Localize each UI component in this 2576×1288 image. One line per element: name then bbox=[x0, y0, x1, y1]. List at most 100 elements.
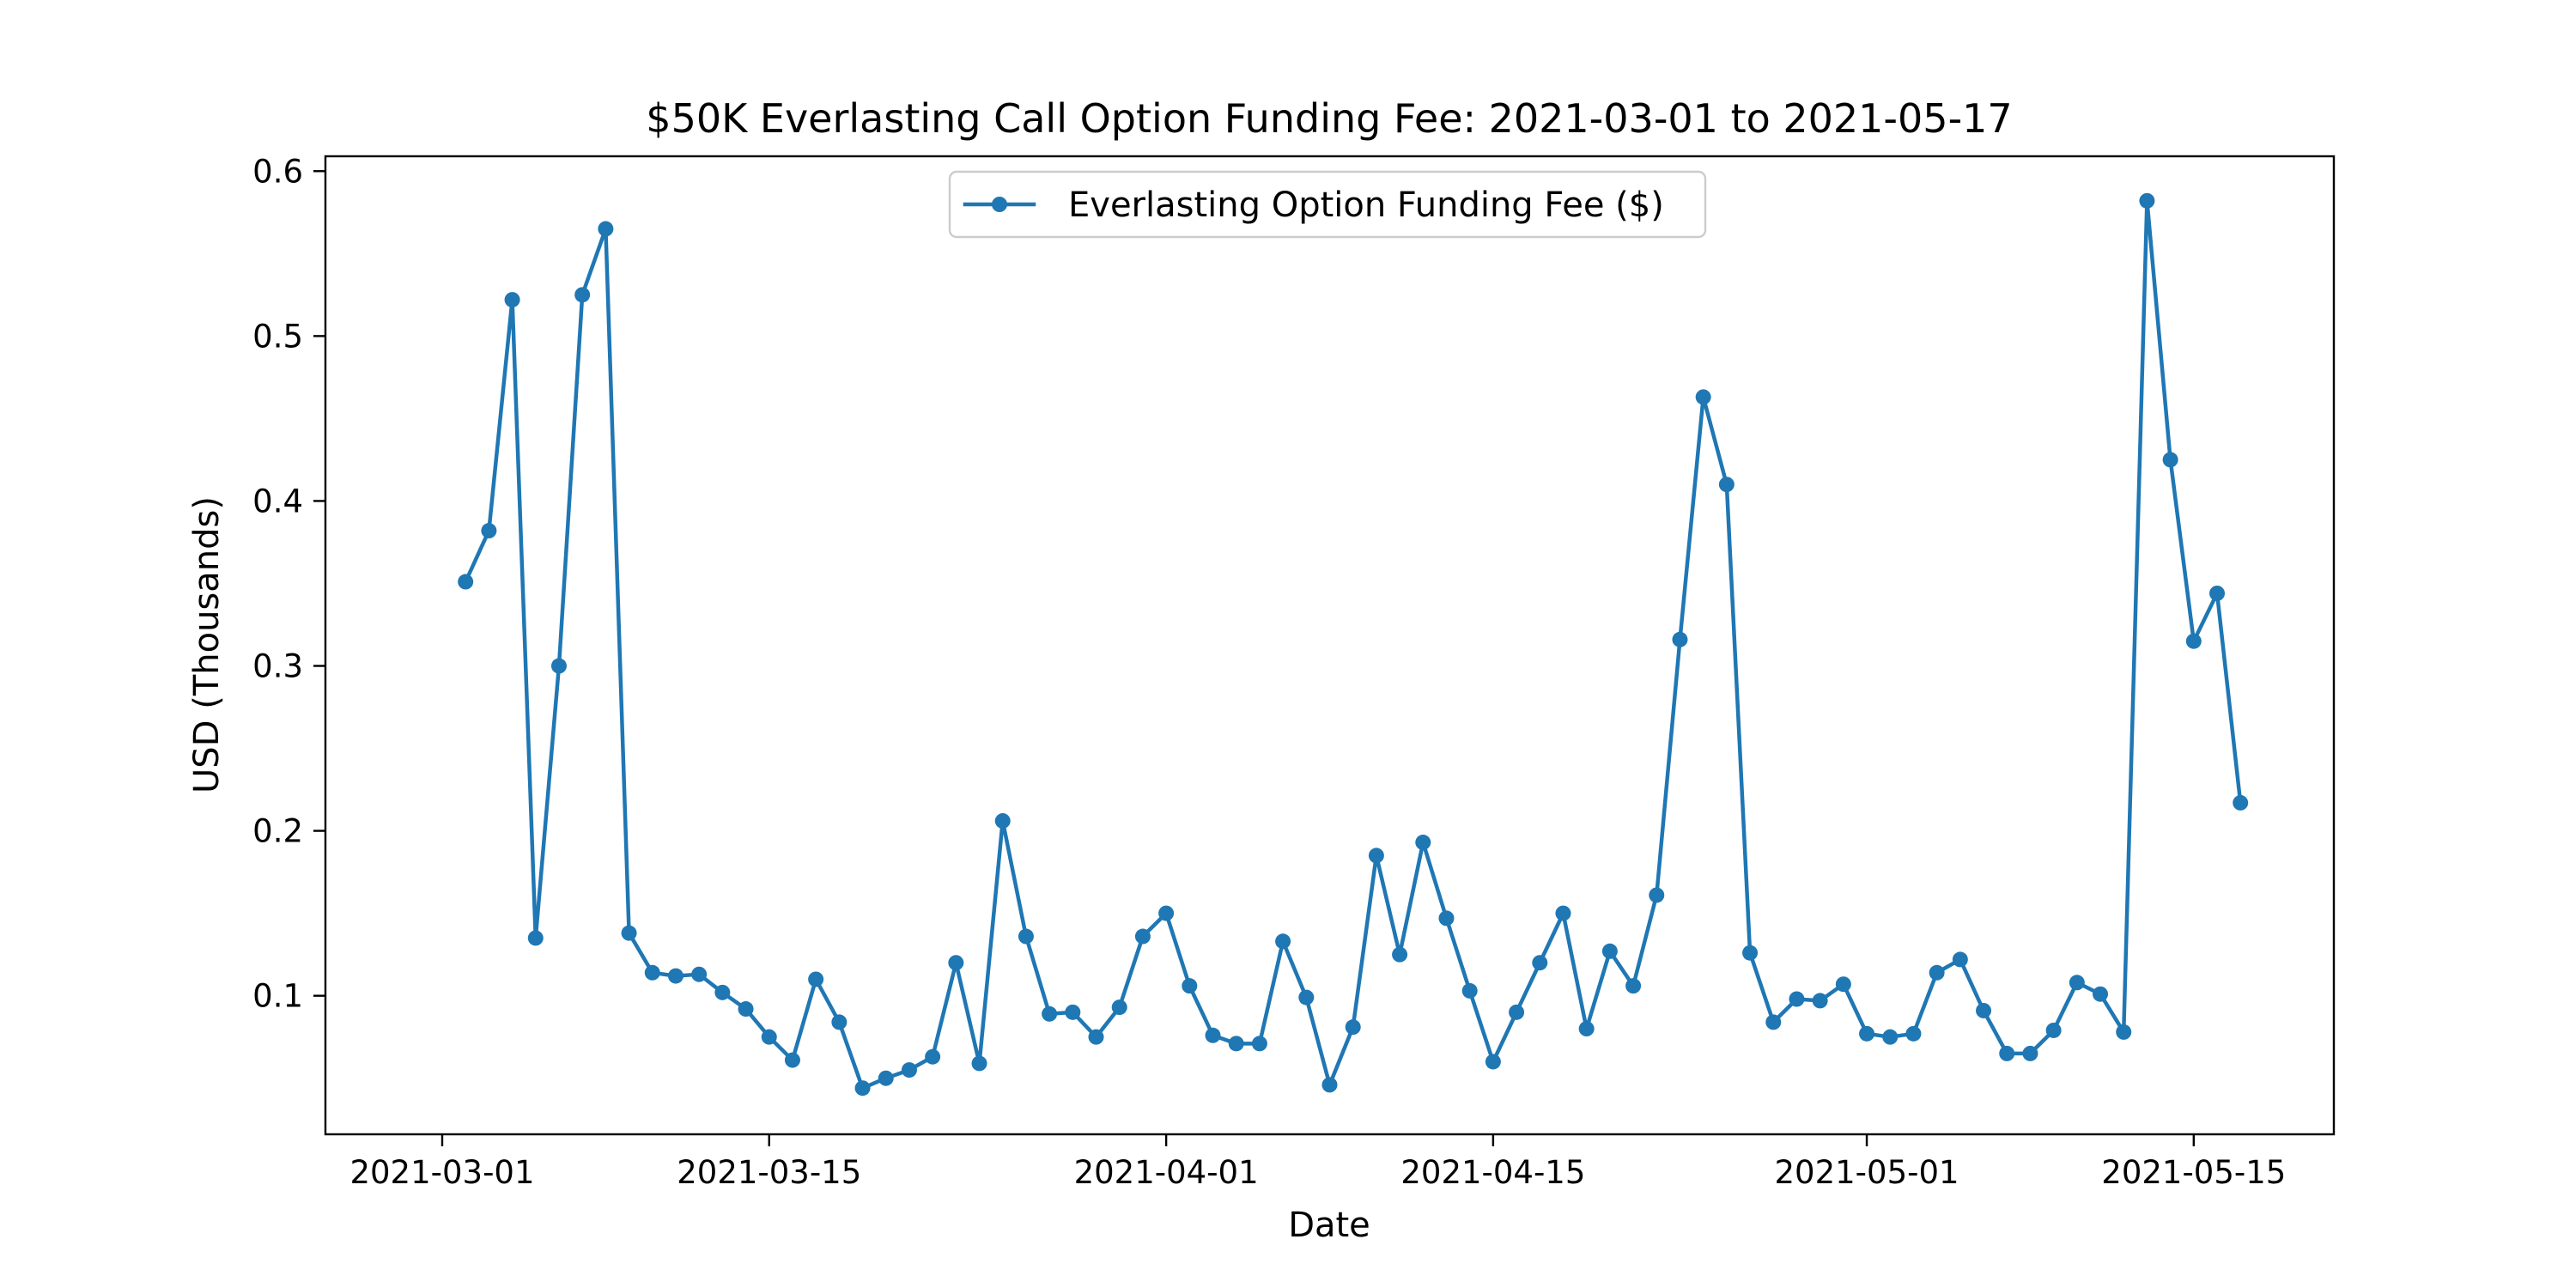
axes-frame bbox=[324, 155, 2336, 1136]
data-point bbox=[2069, 975, 2085, 991]
data-point bbox=[1251, 1036, 1267, 1052]
data-point bbox=[808, 971, 824, 987]
data-point bbox=[644, 964, 660, 981]
data-point bbox=[761, 1029, 777, 1045]
y-tick-label: 0.5 bbox=[252, 318, 303, 355]
data-point bbox=[1835, 976, 1851, 993]
data-point bbox=[1111, 999, 1127, 1016]
data-point bbox=[458, 574, 474, 590]
y-tick-label: 0.3 bbox=[252, 648, 303, 685]
data-point bbox=[1205, 1027, 1221, 1043]
data-point bbox=[667, 968, 683, 984]
x-axis-ticks: 2021-03-01 2021-03-15 2021-04-01 2021-04-15… bbox=[349, 1134, 2286, 1191]
data-point bbox=[854, 1080, 871, 1097]
data-point bbox=[1952, 951, 1968, 968]
data-point bbox=[1228, 1036, 1244, 1052]
data-point bbox=[1158, 905, 1175, 921]
data-point bbox=[1438, 910, 1455, 927]
legend-box bbox=[948, 170, 1707, 239]
data-point bbox=[1392, 946, 1408, 963]
data-point bbox=[1088, 1029, 1104, 1045]
legend: Everlasting Option Funding Fee ($) bbox=[948, 170, 1707, 239]
data-point bbox=[1789, 991, 1805, 1007]
data-point bbox=[504, 292, 520, 308]
data-point bbox=[1882, 1029, 1899, 1045]
data-point bbox=[1018, 928, 1034, 945]
data-point bbox=[2233, 794, 2249, 811]
data-point bbox=[2116, 1024, 2132, 1040]
y-axis-label: USD (Thousands) bbox=[187, 496, 227, 793]
data-point bbox=[1649, 887, 1665, 903]
data-point bbox=[1065, 1004, 1081, 1020]
data-point bbox=[1905, 1025, 1922, 1042]
data-point bbox=[1718, 477, 1735, 493]
data-point bbox=[1859, 1025, 1875, 1042]
data-point bbox=[550, 658, 567, 674]
chart-title: $50K Everlasting Call Option Funding Fee… bbox=[646, 95, 2012, 142]
data-point bbox=[1134, 928, 1151, 945]
data-point bbox=[2185, 633, 2202, 649]
data-point bbox=[1461, 982, 1478, 999]
y-axis-ticks: 0.1 0.2 0.3 0.4 0.5 0.6 bbox=[252, 153, 325, 1015]
x-tick-label: 2021-04-15 bbox=[1400, 1154, 1585, 1191]
legend-series-label: Everlasting Option Funding Fee ($) bbox=[1068, 185, 1664, 225]
data-point bbox=[2139, 192, 2155, 209]
data-point bbox=[2209, 586, 2226, 601]
x-tick-label: 2021-05-01 bbox=[1775, 1154, 1959, 1191]
data-point bbox=[2045, 1022, 2062, 1038]
y-tick-label: 0.1 bbox=[252, 978, 303, 1015]
x-tick-label: 2021-05-15 bbox=[2101, 1154, 2286, 1191]
data-point bbox=[1321, 1077, 1338, 1093]
data-point bbox=[2022, 1045, 2038, 1061]
legend-series-marker bbox=[992, 197, 1007, 212]
data-point bbox=[621, 925, 637, 941]
data-point bbox=[2093, 986, 2109, 1002]
data-point bbox=[1578, 1021, 1595, 1037]
x-tick-label: 2021-03-15 bbox=[677, 1154, 861, 1191]
data-point bbox=[1999, 1045, 2015, 1061]
data-point bbox=[901, 1062, 917, 1078]
data-point bbox=[925, 1048, 941, 1065]
data-point bbox=[1601, 943, 1618, 959]
data-point bbox=[481, 523, 497, 539]
data-point bbox=[2162, 452, 2178, 468]
data-point bbox=[738, 1001, 754, 1018]
data-point bbox=[1042, 1005, 1058, 1022]
data-point bbox=[1976, 1002, 1992, 1018]
x-axis-label: Date bbox=[1288, 1206, 1370, 1245]
y-tick-label: 0.4 bbox=[252, 483, 303, 519]
data-point bbox=[1555, 905, 1571, 921]
data-point bbox=[1532, 955, 1548, 971]
x-tick-label: 2021-03-01 bbox=[349, 1154, 534, 1191]
data-point bbox=[1509, 1004, 1525, 1020]
x-tick-label: 2021-04-01 bbox=[1074, 1154, 1259, 1191]
data-point bbox=[1182, 978, 1198, 994]
data-point bbox=[1415, 835, 1431, 851]
data-point bbox=[1929, 964, 1945, 981]
data-point bbox=[598, 221, 614, 237]
data-point bbox=[1275, 933, 1291, 950]
data-point bbox=[878, 1070, 894, 1086]
y-tick-label: 0.6 bbox=[252, 153, 303, 190]
y-tick-label: 0.2 bbox=[252, 813, 303, 850]
data-point bbox=[1742, 945, 1759, 961]
data-point bbox=[1812, 993, 1828, 1009]
data-point bbox=[691, 966, 708, 982]
data-point bbox=[1368, 848, 1384, 864]
data-point bbox=[1672, 631, 1688, 647]
data-point bbox=[784, 1052, 800, 1068]
data-point bbox=[1625, 978, 1642, 994]
data-point bbox=[527, 930, 544, 946]
data-point bbox=[994, 813, 1011, 829]
data-point bbox=[948, 955, 964, 971]
data-point bbox=[1695, 389, 1711, 405]
plot-layer bbox=[458, 192, 2249, 1097]
data-point bbox=[831, 1014, 848, 1030]
data-point bbox=[1345, 1019, 1361, 1036]
data-point bbox=[714, 984, 731, 1000]
data-point bbox=[971, 1055, 987, 1072]
data-point bbox=[1298, 989, 1315, 1005]
data-point bbox=[574, 287, 591, 303]
